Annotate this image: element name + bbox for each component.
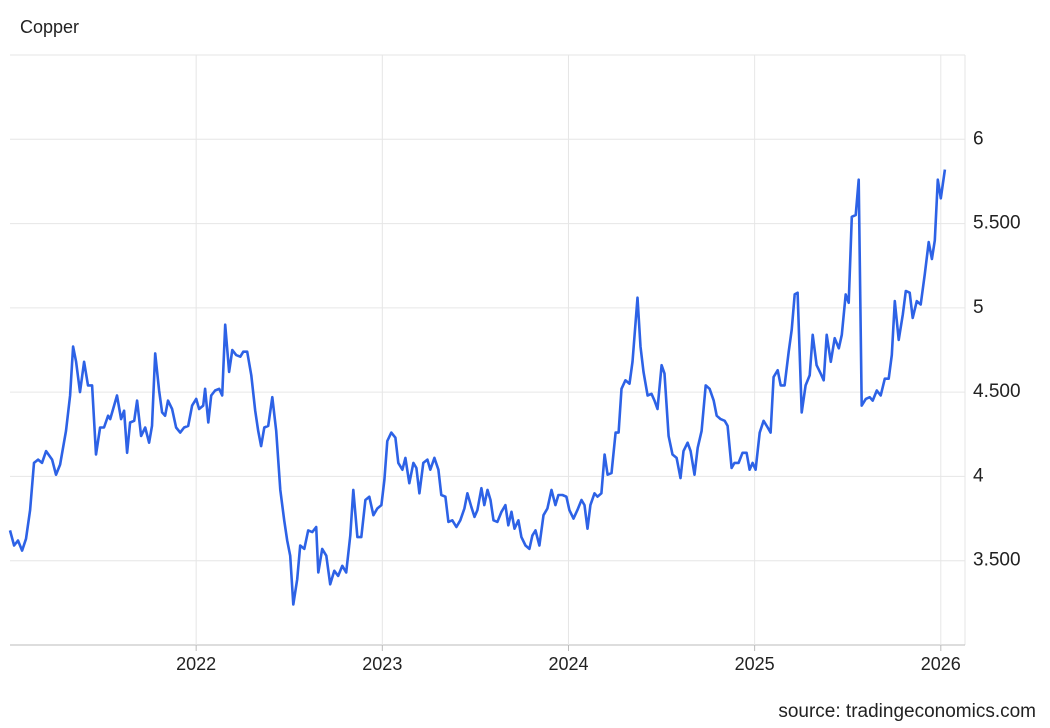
y-tick-label: 4 — [973, 465, 984, 486]
y-tick-label: 5 — [973, 297, 984, 318]
x-tick-label: 2022 — [176, 654, 216, 674]
x-tick-label: 2023 — [362, 654, 402, 674]
source: source: tradingeconomics.com — [778, 701, 1036, 722]
price-line — [8, 169, 947, 606]
y-tick-label: 3.500 — [973, 550, 1021, 571]
y-tick-label: 4.500 — [973, 381, 1021, 402]
x-tick-label: 2025 — [735, 654, 775, 674]
chart-title: Copper — [20, 17, 79, 37]
y-tick-label: 5.500 — [973, 213, 1021, 234]
y-tick-label: 6 — [973, 128, 984, 149]
x-tick-label: 2026 — [921, 654, 961, 674]
x-tick-label: 2024 — [548, 654, 588, 674]
